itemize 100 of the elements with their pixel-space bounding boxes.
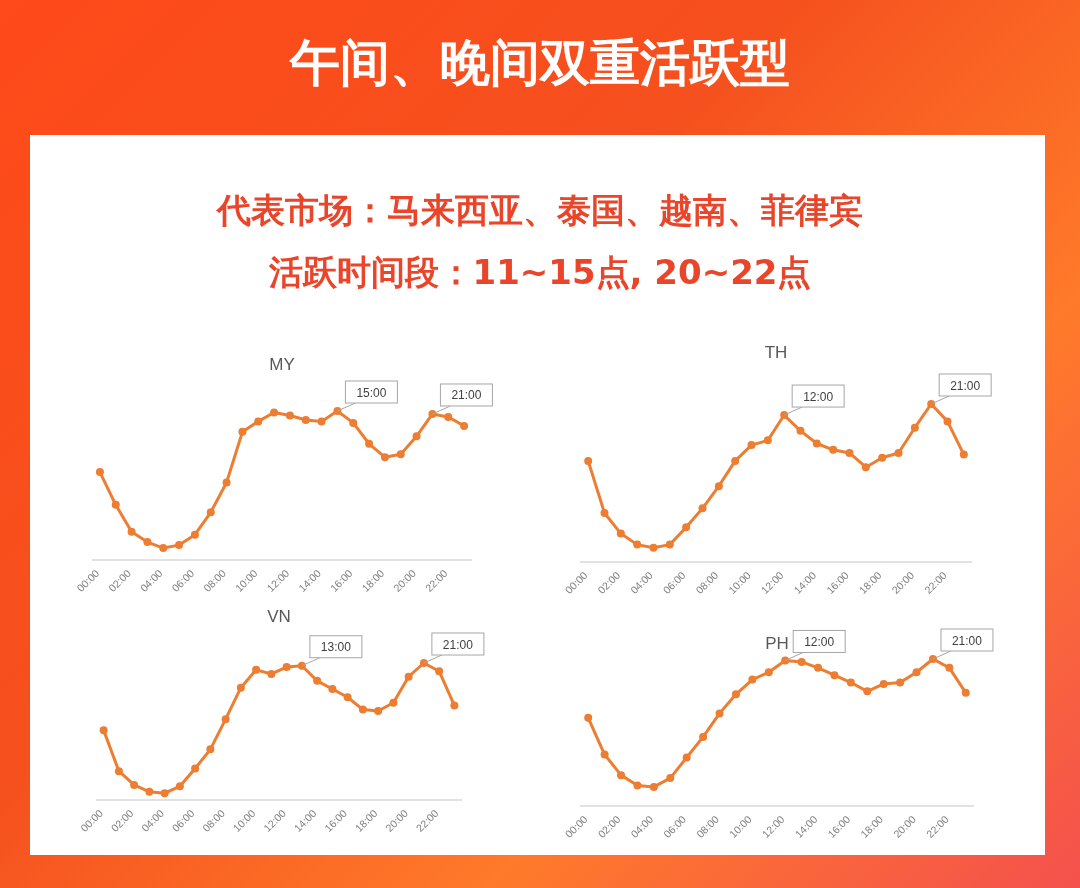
point bbox=[600, 509, 609, 518]
point bbox=[419, 659, 428, 667]
point bbox=[270, 408, 279, 417]
point bbox=[649, 543, 658, 552]
text: 活跃时间段：11~15点, 20~22点 bbox=[267, 251, 813, 294]
point bbox=[396, 450, 405, 459]
point bbox=[959, 450, 968, 459]
point bbox=[127, 527, 136, 536]
point bbox=[896, 678, 905, 687]
point bbox=[600, 750, 609, 759]
point bbox=[945, 663, 954, 672]
point bbox=[731, 456, 740, 465]
point bbox=[343, 693, 352, 702]
chart-title: VN bbox=[267, 607, 291, 626]
point bbox=[328, 685, 337, 694]
point bbox=[714, 482, 723, 491]
point bbox=[99, 726, 108, 735]
point bbox=[313, 676, 322, 685]
point bbox=[435, 667, 444, 676]
point bbox=[682, 523, 691, 532]
point bbox=[617, 771, 626, 780]
point bbox=[633, 540, 642, 549]
point bbox=[879, 679, 888, 688]
point bbox=[333, 407, 342, 415]
point bbox=[584, 713, 593, 722]
point bbox=[389, 698, 398, 707]
text: 21:00 bbox=[950, 378, 981, 393]
point bbox=[878, 453, 887, 462]
chart-title: PH bbox=[765, 634, 789, 653]
chart-title: MY bbox=[269, 355, 295, 374]
point bbox=[95, 468, 104, 477]
point bbox=[238, 427, 247, 436]
point bbox=[206, 745, 215, 754]
point bbox=[797, 657, 806, 666]
point bbox=[297, 661, 306, 670]
text: 代表市场：马来西亚、泰国、越南、菲律宾 bbox=[215, 189, 864, 232]
point bbox=[428, 409, 437, 418]
point bbox=[191, 764, 200, 773]
point bbox=[222, 478, 231, 487]
text: 21:00 bbox=[451, 388, 482, 403]
point bbox=[285, 411, 294, 420]
point bbox=[616, 529, 625, 538]
point bbox=[175, 782, 184, 791]
point bbox=[206, 508, 215, 517]
point bbox=[863, 687, 872, 696]
text: 21:00 bbox=[951, 633, 983, 648]
text: 12:00 bbox=[803, 389, 834, 404]
chart-title: TH bbox=[764, 343, 788, 362]
point bbox=[682, 753, 691, 762]
point bbox=[450, 701, 459, 710]
point bbox=[190, 530, 199, 539]
point bbox=[236, 683, 245, 692]
point bbox=[111, 500, 120, 509]
point bbox=[221, 715, 230, 724]
point bbox=[830, 671, 839, 680]
point bbox=[961, 688, 970, 697]
point bbox=[633, 781, 642, 790]
point bbox=[145, 787, 154, 796]
point bbox=[584, 456, 593, 465]
point bbox=[943, 417, 952, 426]
text: 21:00 bbox=[442, 637, 474, 652]
point bbox=[894, 448, 903, 457]
point bbox=[763, 436, 772, 445]
point bbox=[699, 732, 708, 741]
point bbox=[301, 415, 310, 424]
point bbox=[912, 668, 921, 677]
text: 13:00 bbox=[320, 640, 352, 655]
point bbox=[649, 782, 658, 791]
point bbox=[910, 423, 919, 432]
text: 午间、晚间双重活跃型 bbox=[288, 33, 791, 94]
point bbox=[764, 668, 773, 677]
point bbox=[928, 655, 937, 663]
point bbox=[731, 690, 740, 699]
point bbox=[698, 504, 707, 513]
point bbox=[846, 678, 855, 687]
point bbox=[365, 439, 374, 448]
point bbox=[404, 672, 413, 681]
point bbox=[159, 544, 168, 553]
text: 12:00 bbox=[804, 634, 835, 649]
point bbox=[861, 463, 870, 472]
point bbox=[748, 675, 757, 684]
point bbox=[829, 445, 838, 454]
point bbox=[358, 705, 367, 714]
point bbox=[814, 663, 823, 672]
point bbox=[130, 780, 139, 789]
point bbox=[666, 774, 675, 783]
point bbox=[114, 767, 123, 776]
point bbox=[160, 789, 169, 798]
point bbox=[796, 426, 805, 435]
text: 15:00 bbox=[356, 385, 387, 400]
point bbox=[845, 448, 854, 457]
point bbox=[412, 432, 421, 441]
point bbox=[460, 421, 469, 430]
point bbox=[349, 418, 358, 427]
point bbox=[143, 538, 152, 547]
point bbox=[380, 453, 389, 462]
point bbox=[317, 417, 326, 426]
point bbox=[282, 663, 291, 672]
point bbox=[812, 439, 821, 448]
point bbox=[747, 441, 756, 450]
